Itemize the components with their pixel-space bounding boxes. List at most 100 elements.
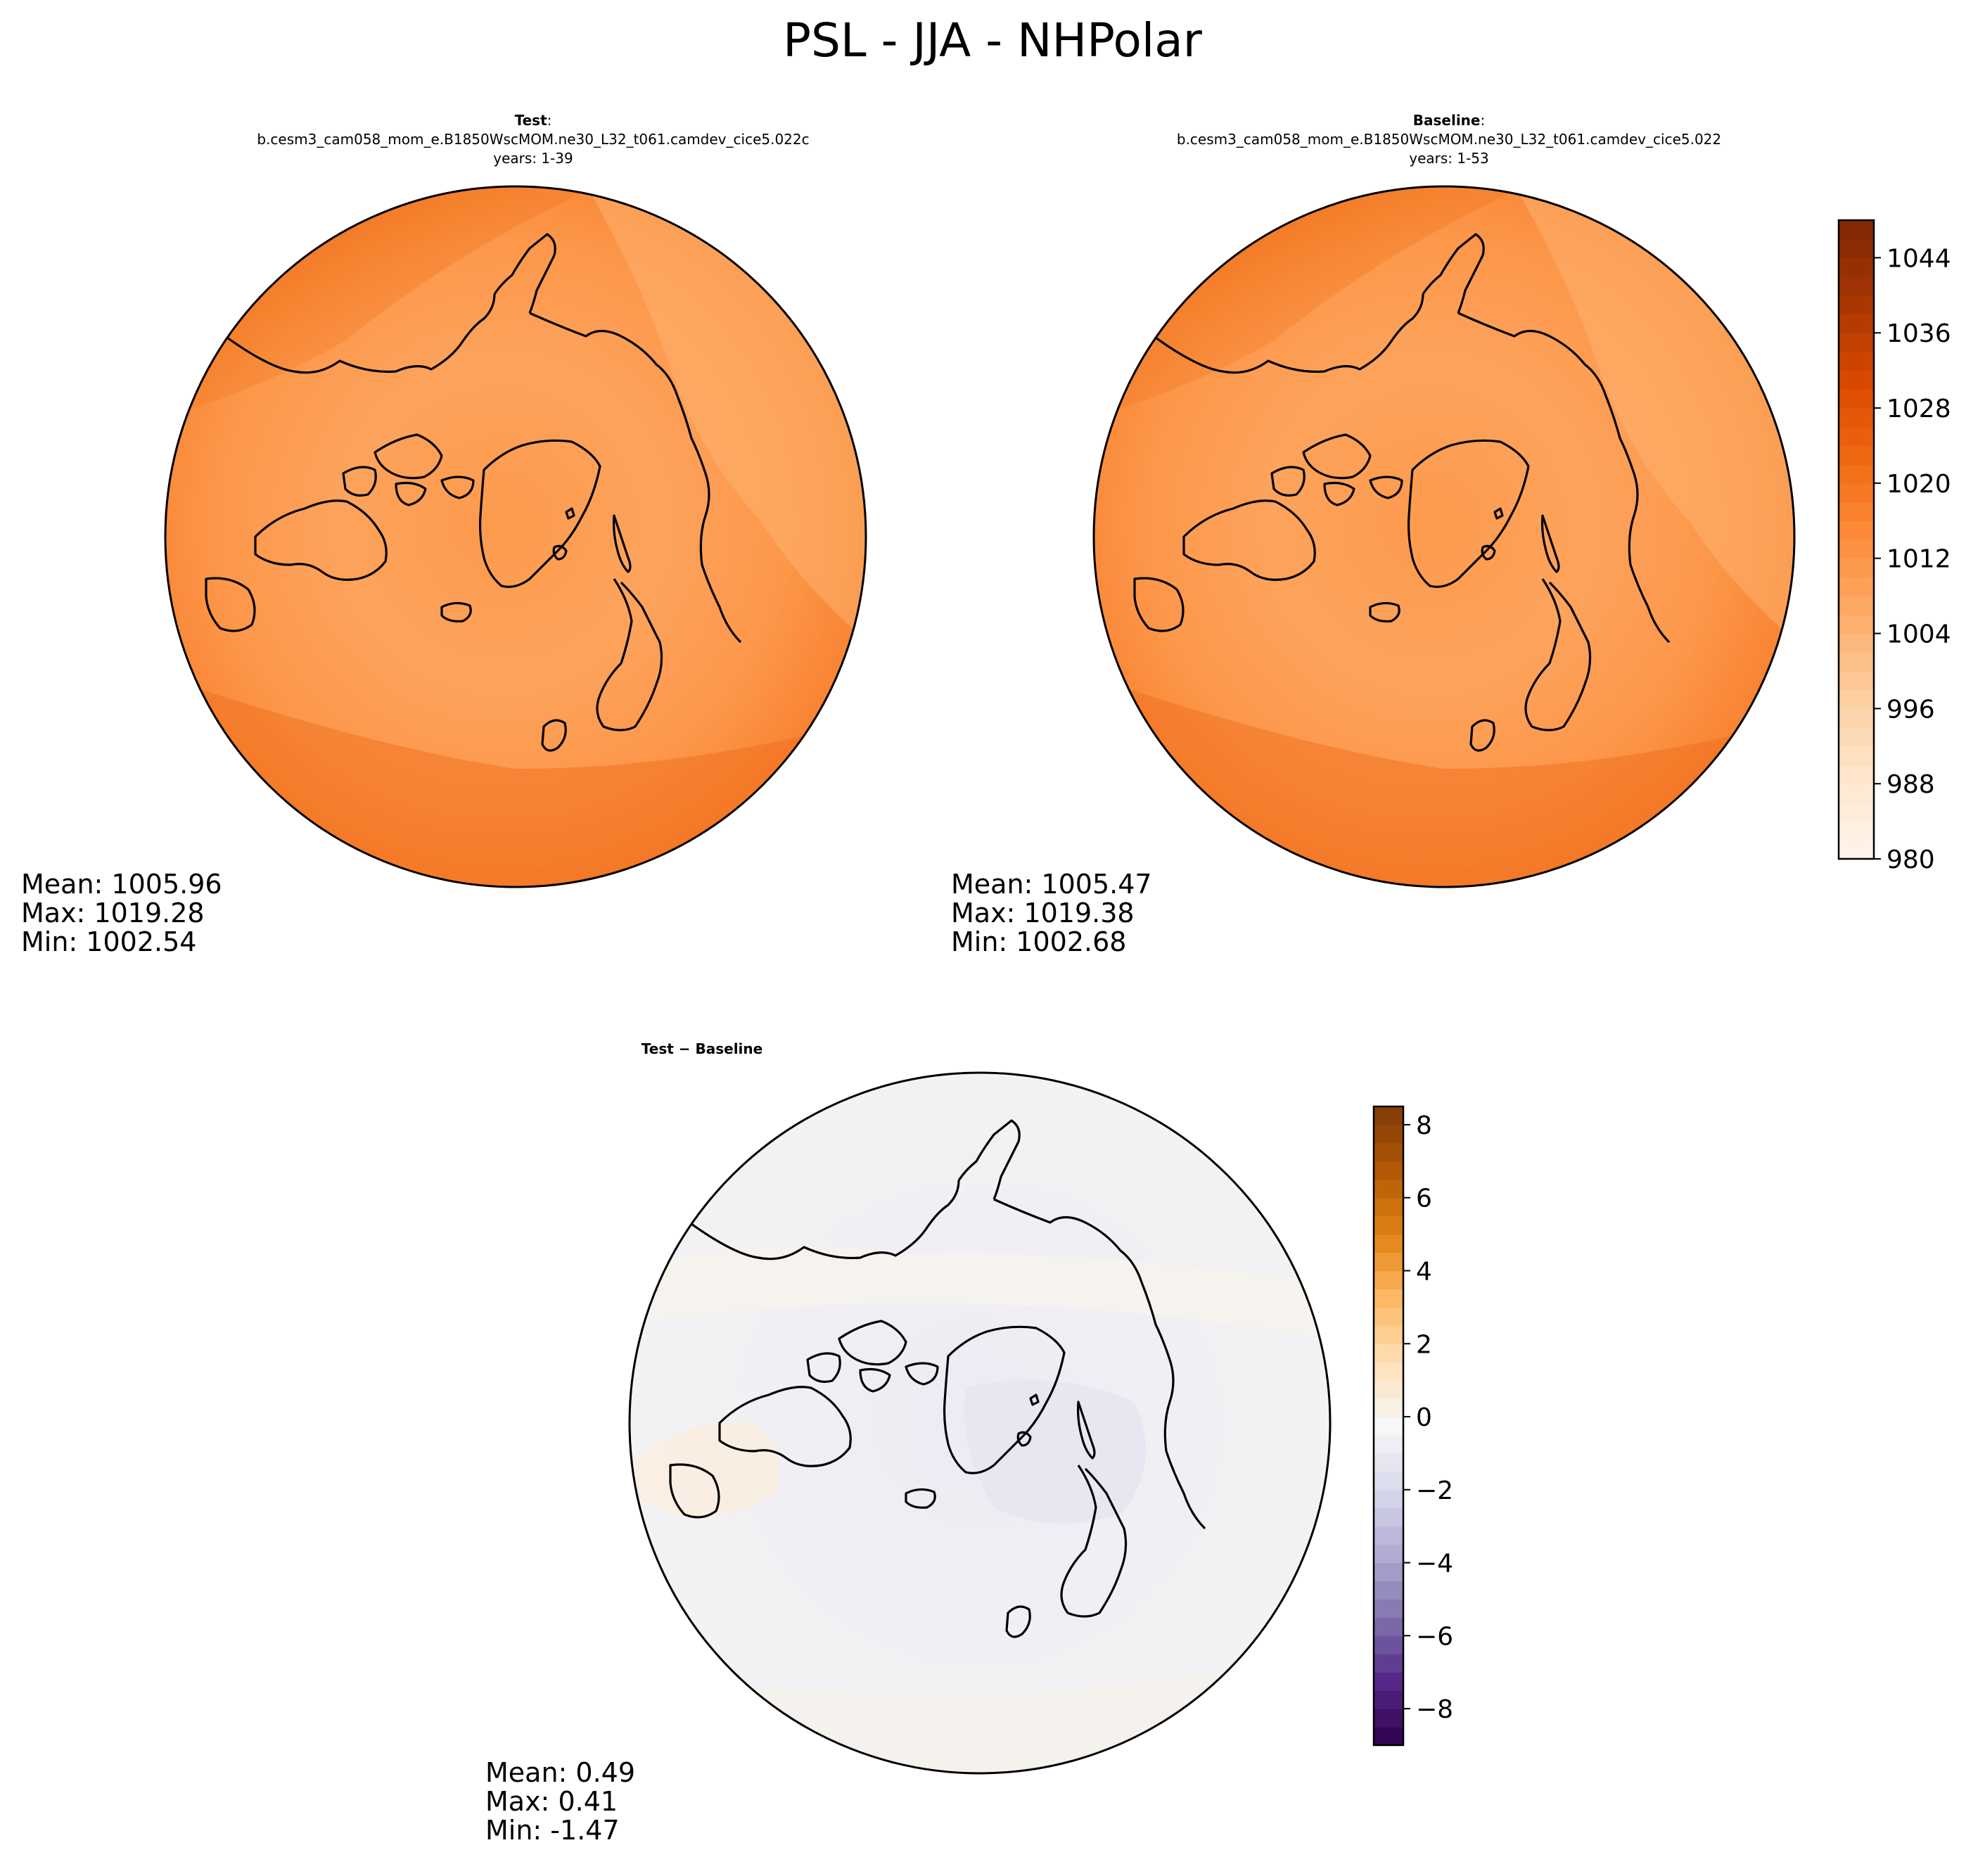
colorbar-level (1839, 633, 1874, 653)
colorbar-tick-label: 0 (1416, 1403, 1432, 1432)
colorbar-tick-label: 1044 (1887, 244, 1951, 273)
colorbar-level (1374, 1344, 1403, 1363)
colorbar-level (1374, 1252, 1403, 1272)
colorbar-level (1374, 1544, 1403, 1564)
colorbar-tick-label: −6 (1416, 1622, 1453, 1651)
colorbar-level (1374, 1234, 1403, 1253)
colorbar-level (1374, 1727, 1403, 1746)
stat-min-test: Min: 1002.54 (21, 926, 196, 957)
colorbar-level (1839, 408, 1874, 428)
stat-mean-baseline: Mean: 1005.47 (951, 869, 1152, 900)
colorbar-tick-label: 2 (1416, 1330, 1432, 1359)
colorbar-level (1839, 276, 1874, 296)
colorbar-level (1374, 1380, 1403, 1399)
colorbar-level (1839, 483, 1874, 503)
colorbar-difference: −8 −6 −4 −2 0 2 4 6 8 (1372, 1105, 1453, 1747)
colorbar-level (1374, 1489, 1403, 1509)
colorbar-level (1374, 1417, 1403, 1436)
colorbar-tick-label: 1004 (1887, 620, 1951, 649)
colorbar-tick-label: 996 (1887, 695, 1935, 724)
colorbar-level (1839, 558, 1874, 578)
panel-difference: Test − Baseline Mean: 0.49 Max: 0.41 Min… (485, 1040, 1332, 1846)
stat-min-baseline: Min: 1002.68 (951, 926, 1126, 957)
colorbar-level (1374, 1289, 1403, 1308)
colorbar-tick-label: −2 (1416, 1476, 1453, 1505)
colorbar-level (1374, 1672, 1403, 1691)
colorbar-level (1839, 802, 1874, 822)
colorbar-level (1839, 708, 1874, 728)
colorbar-level (1839, 596, 1874, 615)
colorbar-tick-label: 1036 (1887, 319, 1951, 348)
colorbar-level (1374, 1270, 1403, 1290)
colorbar-level (1839, 689, 1874, 709)
colorbar-tick-label: 6 (1416, 1185, 1432, 1213)
stat-mean-test: Mean: 1005.96 (21, 869, 222, 900)
colorbar-level (1374, 1654, 1403, 1673)
map-boundary (1092, 185, 1796, 888)
colorbar-level (1374, 1507, 1403, 1527)
colorbar-level (1839, 220, 1874, 240)
colorbar-level (1839, 295, 1874, 315)
colorbar-tick-label: 8 (1416, 1111, 1432, 1140)
colorbar-tick-label: 1028 (1887, 395, 1951, 423)
colorbar-level (1839, 314, 1874, 333)
colorbar-level (1374, 1562, 1403, 1582)
panel-test: Test: b.cesm3_cam058_mom_e.B1850WscMOM.n… (21, 112, 867, 957)
colorbar-level (1374, 1197, 1403, 1217)
colorbar-level (1839, 577, 1874, 596)
map-test (164, 185, 867, 888)
colorbar-level (1374, 1398, 1403, 1417)
colorbar-level (1839, 540, 1874, 559)
colorbar-level (1374, 1124, 1403, 1144)
colorbar-level (1374, 1179, 1403, 1199)
map-boundary (628, 1071, 1332, 1775)
panel-baseline-case: b.cesm3_cam058_mom_e.B1850WscMOM.ne30_L3… (1177, 131, 1721, 148)
colorbar-level (1839, 821, 1874, 841)
panel-test-title: Test: (515, 112, 552, 129)
colorbar-level (1374, 1307, 1403, 1326)
panel-baseline: Baseline: b.cesm3_cam058_mom_e.B1850WscM… (951, 112, 1796, 957)
colorbar-level (1374, 1617, 1403, 1636)
map-boundary (164, 185, 867, 888)
colorbar-tick-label: −8 (1416, 1695, 1453, 1724)
colorbar-level (1374, 1106, 1403, 1125)
colorbar-level (1374, 1142, 1403, 1162)
colorbar-level (1839, 840, 1874, 860)
stat-mean-difference: Mean: 0.49 (485, 1757, 635, 1788)
colorbar-level (1839, 351, 1874, 371)
colorbar-level (1839, 445, 1874, 465)
stat-max-difference: Max: 0.41 (485, 1786, 618, 1817)
colorbar-level (1839, 727, 1874, 747)
colorbar-level (1839, 784, 1874, 803)
colorbar-level (1839, 389, 1874, 409)
colorbar-level (1374, 1215, 1403, 1235)
panel-test-case: b.cesm3_cam058_mom_e.B1850WscMOM.ne30_L3… (257, 131, 809, 148)
colorbar-level (1374, 1471, 1403, 1491)
colorbar-level (1839, 257, 1874, 277)
colorbar-level (1374, 1599, 1403, 1618)
colorbar-level (1374, 1526, 1403, 1545)
colorbar-tick-label: −4 (1416, 1550, 1453, 1578)
colorbar-frame (1837, 219, 1875, 860)
stat-max-baseline: Max: 1019.38 (951, 898, 1135, 929)
colorbar-level (1839, 765, 1874, 784)
colorbar-level (1839, 370, 1874, 390)
colorbar-level (1374, 1453, 1403, 1472)
colorbar-level (1374, 1325, 1403, 1344)
colorbar-level (1839, 670, 1874, 691)
stat-min-difference: Min: -1.47 (485, 1815, 620, 1846)
colorbar-level (1839, 333, 1874, 352)
colorbar-level (1374, 1434, 1403, 1454)
colorbar-tick-label: 1012 (1887, 545, 1951, 574)
colorbar-tick-label: 4 (1416, 1257, 1432, 1286)
stat-max-test: Max: 1019.28 (21, 898, 205, 929)
colorbar-psl: 980 988 996 1004 1012 1020 1028 1036 1044 (1837, 219, 1951, 874)
colorbar-level (1374, 1635, 1403, 1654)
panel-baseline-title: Baseline: (1413, 112, 1485, 129)
colorbar-level (1374, 1161, 1403, 1180)
map-difference (628, 1071, 1332, 1775)
panel-difference-title: Test − Baseline (642, 1040, 762, 1057)
colorbar-level (1374, 1362, 1403, 1381)
colorbar-level (1839, 652, 1874, 672)
